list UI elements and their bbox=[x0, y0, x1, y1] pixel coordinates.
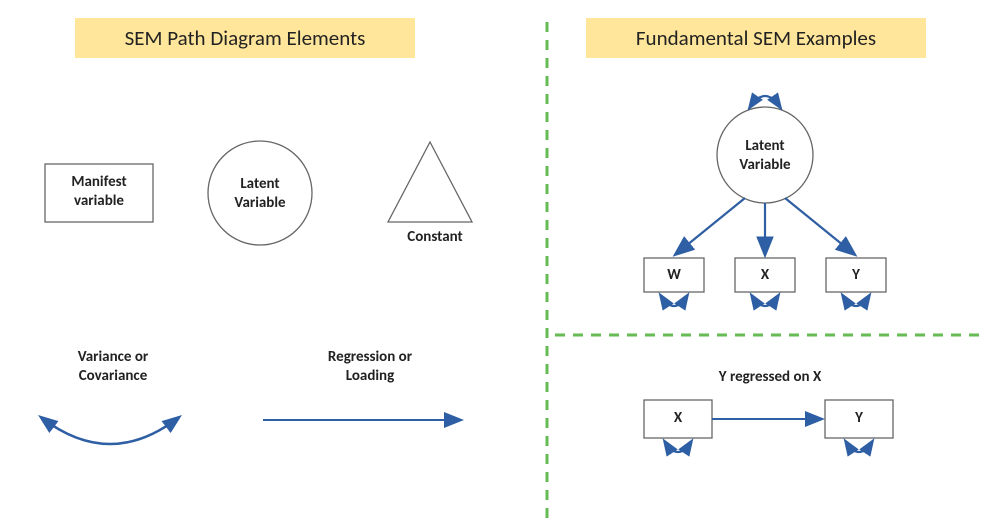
latent-self-loop bbox=[750, 96, 780, 107]
header-left: SEM Path Diagram Elements bbox=[75, 18, 415, 58]
label-Y: Y bbox=[826, 266, 886, 285]
loop-Y-bottom bbox=[846, 442, 872, 452]
loop-X bbox=[752, 296, 778, 306]
loop-W bbox=[661, 296, 687, 306]
label-W: W bbox=[644, 266, 704, 285]
loop-Y bbox=[843, 296, 869, 306]
arrow-latent-W bbox=[676, 198, 745, 254]
manifest-label: Manifestvariable bbox=[45, 173, 153, 211]
latent-right-label: LatentVariable bbox=[717, 137, 813, 175]
loop-X-bottom bbox=[665, 442, 691, 452]
regression-label: Regression orLoading bbox=[300, 348, 440, 386]
constant-triangle bbox=[388, 142, 472, 222]
label-X-bottom: X bbox=[644, 409, 712, 428]
covariance-arc bbox=[42, 418, 178, 444]
label-X: X bbox=[735, 266, 795, 285]
variance-label: Variance orCovariance bbox=[48, 348, 178, 386]
diagram-canvas bbox=[0, 0, 998, 530]
label-Y-bottom: Y bbox=[825, 409, 893, 428]
header-right: Fundamental SEM Examples bbox=[586, 18, 926, 58]
regressed-title: Y regressed on X bbox=[700, 368, 840, 387]
constant-label: Constant bbox=[395, 228, 475, 247]
arrow-latent-Y bbox=[785, 198, 854, 254]
latent-left-label: LatentVariable bbox=[210, 175, 310, 213]
